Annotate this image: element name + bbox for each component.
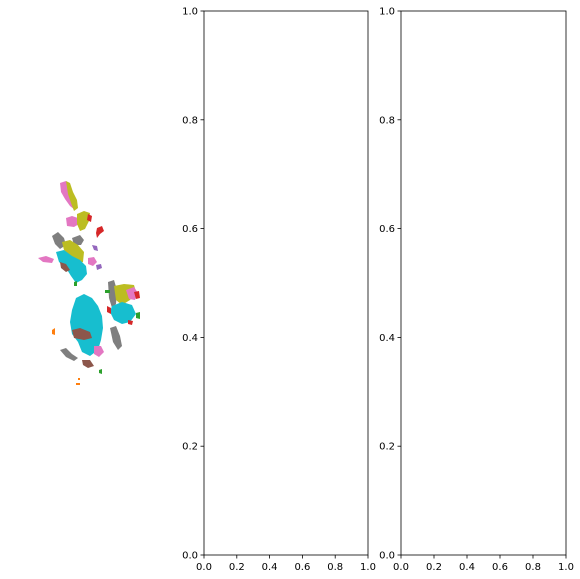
- y-tick-label: 0.2: [182, 442, 198, 453]
- y-axis: 0.0 0.2 0.4 0.6 0.8 1.0: [182, 7, 204, 562]
- segment-gray-lower-right: [110, 326, 122, 350]
- segment-red-tiny: [128, 320, 133, 325]
- segment-green-small: [74, 281, 77, 286]
- segment-red-right: [96, 226, 104, 238]
- segment-gray-lower-left: [60, 348, 78, 361]
- segment-gray-left: [52, 232, 66, 249]
- x-axis: 0.0 0.2 0.4 0.6 0.8 1.0: [196, 555, 376, 573]
- segment-pink-right: [126, 287, 138, 300]
- segment-purple-right: [96, 264, 102, 270]
- y-tick-label: 0.8: [379, 115, 395, 126]
- y-axis: 0.0 0.2 0.4 0.6 0.8 1.0: [379, 7, 401, 562]
- x-tick-label: 0.0: [196, 562, 212, 573]
- segment-red-small-right: [107, 306, 111, 314]
- empty-axes-1: 0.0 0.2 0.4 0.6 0.8 1.0 0.0 0.2 0.4 0.6 0.8 1.0: [182, 7, 376, 574]
- segment-brown-bottom: [82, 360, 94, 368]
- y-tick-label: 1.0: [182, 7, 198, 18]
- y-tick-label: 0.2: [379, 442, 395, 453]
- empty-axes-2: 0.0 0.2 0.4 0.6 0.8 1.0 0.0 0.2 0.4 0.6 0.8 1.0: [379, 7, 574, 574]
- y-tick-label: 0.0: [182, 551, 198, 562]
- segment-brown-lower: [72, 328, 92, 340]
- segment-green-bottom: [99, 369, 102, 374]
- segmentation-map: [38, 181, 140, 385]
- segment-olive-top: [66, 181, 78, 211]
- x-tick-label: 1.0: [558, 562, 574, 573]
- y-tick-label: 0.6: [182, 224, 198, 235]
- segment-brown-upper: [60, 262, 70, 272]
- x-tick-label: 0.8: [525, 562, 541, 573]
- segment-green-right: [105, 290, 110, 293]
- y-tick-label: 1.0: [379, 7, 395, 18]
- x-tick-label: 1.0: [360, 562, 376, 573]
- y-tick-label: 0.4: [182, 333, 198, 344]
- y-tick-label: 0.6: [379, 224, 395, 235]
- segment-pink-small: [88, 257, 97, 266]
- x-tick-label: 0.6: [294, 562, 310, 573]
- y-tick-label: 0.4: [379, 333, 395, 344]
- x-axis: 0.0 0.2 0.4 0.6 0.8 1.0: [393, 555, 574, 573]
- segment-cyan-right: [110, 302, 136, 324]
- x-tick-label: 0.2: [426, 562, 442, 573]
- axes-frame: [203, 10, 369, 556]
- axes-frame: [400, 10, 567, 556]
- segment-green-far-right: [136, 312, 140, 319]
- x-tick-label: 0.6: [492, 562, 508, 573]
- x-tick-label: 0.4: [262, 562, 278, 573]
- segment-orange-left: [52, 328, 55, 335]
- segment-pink-far-left: [38, 256, 54, 263]
- x-tick-label: 0.8: [327, 562, 343, 573]
- segment-purple-small: [92, 245, 98, 251]
- x-tick-label: 0.2: [229, 562, 245, 573]
- segment-olive-center: [62, 240, 84, 264]
- segment-red-mid: [87, 214, 92, 222]
- segment-cyan-upper: [56, 250, 87, 283]
- segment-cyan-main: [70, 294, 103, 356]
- x-tick-label: 0.4: [459, 562, 475, 573]
- y-tick-label: 0.8: [182, 115, 198, 126]
- segment-orange-bottom: [76, 378, 80, 385]
- segment-gray-mid: [72, 235, 84, 245]
- y-tick-label: 0.0: [379, 551, 395, 562]
- x-tick-label: 0.0: [393, 562, 409, 573]
- segment-red-far-right: [134, 291, 140, 299]
- segment-pink-lower: [94, 346, 104, 357]
- segment-olive-mid: [77, 211, 90, 231]
- segment-pink-mid-left: [66, 216, 79, 227]
